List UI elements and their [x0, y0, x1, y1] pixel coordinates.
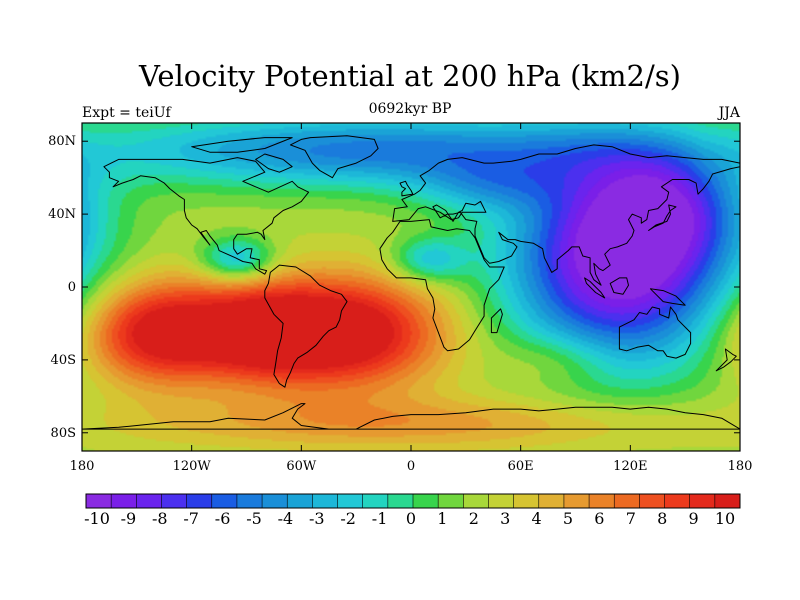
colorbar-swatch	[287, 494, 313, 508]
colorbar-swatch	[538, 494, 565, 508]
colorbar-swatch	[111, 494, 137, 508]
colorbar-swatch	[563, 494, 590, 508]
baffin-coast	[255, 153, 293, 173]
colorbar-swatch	[614, 494, 640, 508]
colorbar-swatch	[589, 494, 615, 508]
x-tick-label: 60E	[508, 459, 534, 474]
colorbar-swatch	[211, 494, 238, 508]
colorbar-label: 5	[563, 509, 573, 528]
colorbar-label: -7	[183, 509, 199, 528]
x-tick-label: 120W	[173, 459, 212, 474]
y-tick-label: 80S	[51, 426, 76, 441]
colorbar-label: -3	[309, 509, 325, 528]
y-axis: 80N 40N 0 40S 80S	[48, 134, 740, 441]
japan-coast	[648, 204, 677, 231]
colorbar-label: 9	[689, 509, 699, 528]
colorbar-label: -9	[121, 509, 137, 528]
colorbar-swatch	[413, 494, 439, 508]
colorbar-swatch	[136, 494, 162, 508]
colorbar-swatch	[362, 494, 389, 508]
colorbar-label: 10	[715, 509, 735, 528]
new-guinea-coast	[649, 288, 686, 306]
colorbar-swatch	[513, 494, 540, 508]
eurasia-coast	[392, 144, 740, 286]
colorbar-label: 0	[406, 509, 416, 528]
colorbar-swatch	[463, 494, 489, 508]
coastlines	[82, 135, 740, 430]
x-tick-label: 0	[407, 459, 415, 474]
colorbar-swatch	[236, 494, 263, 508]
britain-coast	[399, 180, 414, 197]
x-axis: 180 120W 60W 0 60E 120E 180	[70, 123, 753, 474]
period-label: 0692kyr BP	[369, 101, 452, 117]
colorbar-label: -1	[372, 509, 388, 528]
north-america-coast	[103, 157, 310, 275]
colorbar-label: 6	[594, 509, 604, 528]
colorbar-swatch	[86, 494, 112, 508]
x-tick-label: 120E	[613, 459, 647, 474]
map-panel: 180 120W 60W 0 60E 120E 180 80N 40N 0 40S 80S	[48, 122, 753, 474]
colorbar-label: -2	[340, 509, 356, 528]
colorbar-label: 1	[437, 509, 447, 528]
colorbar-swatch	[438, 494, 464, 508]
colorbar: -10 -9 -8 -7 -6 -5 -4 -3 -2 -1 0 1 2 3 4 5 6 7 8 9 10	[84, 493, 741, 528]
y-tick-label: 40S	[51, 353, 76, 368]
madagascar-coast	[490, 308, 503, 334]
colorbar-label: 3	[500, 509, 510, 528]
colorbar-swatch	[689, 494, 716, 508]
sumatra-coast	[584, 277, 606, 299]
colorbar-label: 8	[657, 509, 667, 528]
colorbar-swatch	[714, 494, 741, 508]
y-tick-label: 0	[68, 280, 76, 295]
colorbar-label: -6	[215, 509, 231, 528]
colorbar-swatch	[387, 494, 414, 508]
experiment-label: Expt = teiUf	[82, 105, 173, 121]
colorbar-label: -4	[278, 509, 294, 528]
australia-coast	[618, 306, 692, 359]
colorbar-frame	[85, 493, 741, 509]
greenland-coast	[289, 135, 379, 179]
colorbar-label: 2	[469, 509, 479, 528]
colorbar-swatch	[639, 494, 665, 508]
new-zealand-coast	[715, 348, 737, 372]
south-america-coast	[264, 264, 348, 388]
velocity-potential-field	[82, 123, 740, 451]
x-tick-label: 180	[728, 459, 753, 474]
colorbar-swatch	[664, 494, 690, 508]
colorbar-swatch	[312, 494, 338, 508]
arctic-islands-coast	[191, 137, 293, 153]
colorbar-label: 4	[532, 509, 542, 528]
colorbar-label: -5	[246, 509, 262, 528]
y-tick-label: 40N	[48, 207, 76, 222]
y-tick-label: 80N	[48, 134, 76, 149]
x-tick-label: 180	[70, 459, 95, 474]
antarctica-coast	[82, 403, 740, 430]
africa-coast	[379, 219, 505, 352]
colorbar-swatch	[262, 494, 288, 508]
colorbar-label: -10	[84, 509, 110, 528]
colorbar-swatch	[337, 494, 363, 508]
borneo-coast	[609, 277, 629, 295]
chart-title: Velocity Potential at 200 hPa (km2/s)	[138, 59, 681, 93]
colorbar-swatch	[488, 494, 514, 508]
colorbar-swatch	[186, 494, 213, 508]
colorbar-label: -8	[152, 509, 168, 528]
season-label: JJA	[717, 105, 741, 121]
colorbar-label: 7	[626, 509, 636, 528]
x-tick-label: 60W	[286, 459, 317, 474]
colorbar-swatch	[161, 494, 187, 508]
